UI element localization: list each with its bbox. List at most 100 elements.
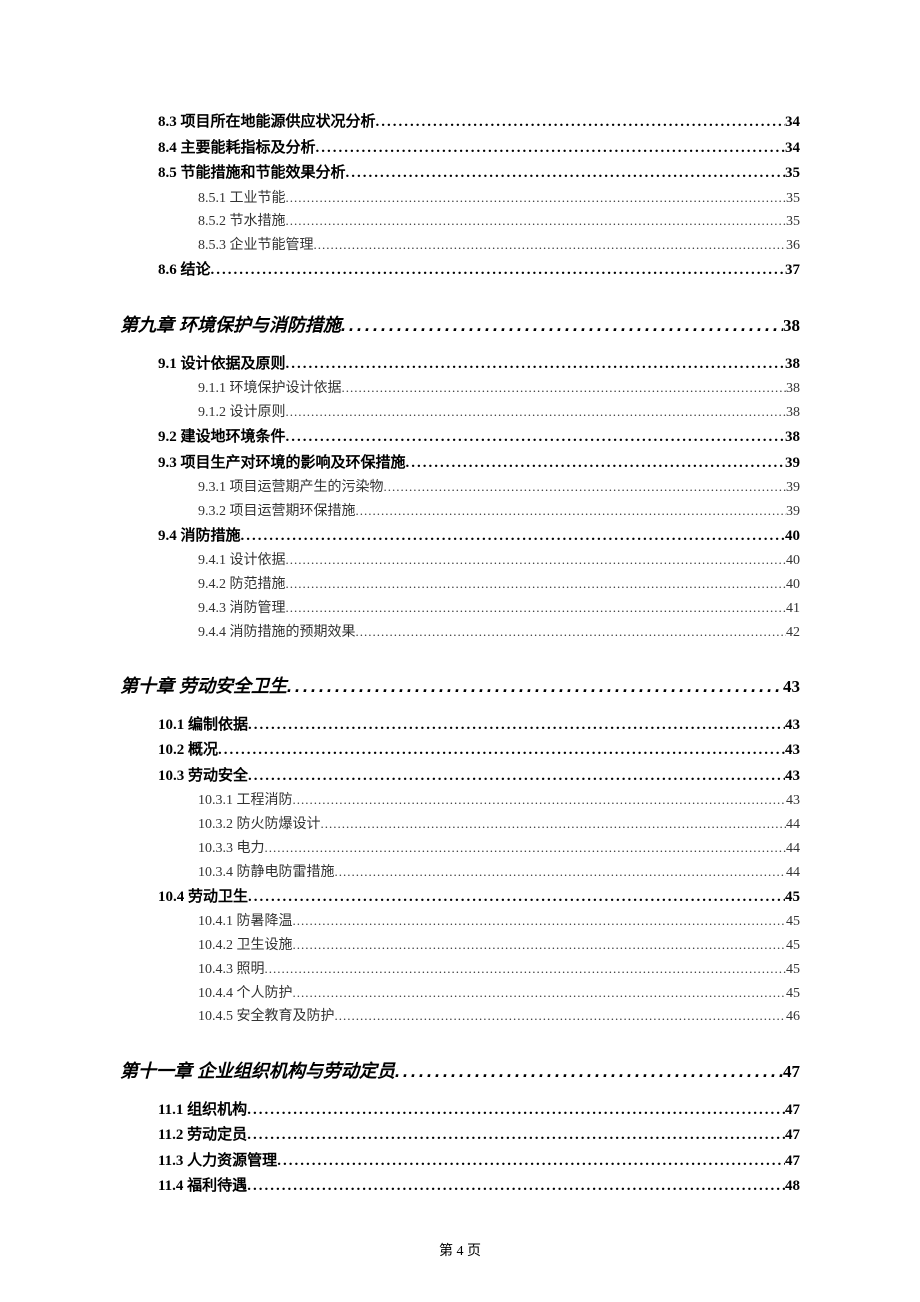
toc-entry-page: 44 [786,813,800,837]
toc-entry-page: 43 [786,789,800,813]
toc-leader-dots: ........................................… [248,764,785,790]
toc-entry: 第十章 劳动安全卫生..............................… [120,670,800,703]
toc-entry-page: 44 [786,861,800,885]
toc-entry: 9.3 项目生产对环境的影响及环保措施.....................… [158,451,800,477]
toc-entry-page: 36 [786,234,800,258]
toc-entry-label: 10.4.4 个人防护 [198,982,293,1006]
toc-entry-label: 8.4 主要能耗指标及分析 [158,136,316,162]
toc-leader-dots: ........................................… [286,549,787,571]
toc-entry-page: 40 [786,573,800,597]
toc-entry-label: 11.2 劳动定员 [158,1123,247,1149]
toc-leader-dots: ........................................… [293,910,787,932]
toc-entry: 9.1.2 设计原则..............................… [198,401,800,425]
toc-entry-label: 9.1.1 环境保护设计依据 [198,377,342,401]
toc-entry-label: 9.3.2 项目运营期环保措施 [198,500,356,524]
toc-entry: 10.4.2 卫生设施.............................… [198,934,800,958]
toc-entry-label: 8.5.3 企业节能管理 [198,234,314,258]
toc-entry: 8.5.2 节水措施..............................… [198,210,800,234]
toc-entry-label: 10.4.2 卫生设施 [198,934,293,958]
toc-entry: 10.4.1 防暑降温.............................… [198,910,800,934]
toc-entry-page: 38 [786,401,800,425]
toc-entry: 9.4.4 消防措施的预期效果.........................… [198,621,800,645]
toc-entry-page: 45 [785,885,800,911]
toc-entry: 9.3.1 项目运营期产生的污染物.......................… [198,476,800,500]
toc-leader-dots: ........................................… [265,837,787,859]
toc-entry-page: 46 [786,1005,800,1029]
toc-leader-dots: ........................................… [277,1149,785,1175]
toc-leader-dots: ........................................… [247,1174,785,1200]
toc-entry-page: 38 [786,377,800,401]
toc-entry-page: 45 [786,910,800,934]
toc-entry-label: 10.4.1 防暑降温 [198,910,293,934]
toc-entry: 9.1.1 环境保护设计依据..........................… [198,377,800,401]
toc-entry-label: 10.3.3 电力 [198,837,265,861]
toc-entry-label: 9.4.2 防范措施 [198,573,286,597]
toc-entry: 10.3.1 工程消防.............................… [198,789,800,813]
toc-entry-page: 47 [785,1098,800,1124]
toc-entry-page: 48 [785,1174,800,1200]
toc-entry-page: 41 [786,597,800,621]
toc-entry-page: 44 [786,837,800,861]
toc-entry: 8.4 主要能耗指标及分析...........................… [158,136,800,162]
toc-entry-page: 43 [785,738,800,764]
toc-leader-dots: ........................................… [287,670,783,702]
toc-entry: 9.4.2 防范措施..............................… [198,573,800,597]
toc-entry-page: 43 [785,713,800,739]
toc-entry-page: 45 [786,958,800,982]
toc-entry-label: 10.4 劳动卫生 [158,885,248,911]
toc-leader-dots: ........................................… [218,738,785,764]
toc-entry-page: 39 [786,500,800,524]
toc-entry-label: 8.3 项目所在地能源供应状况分析 [158,110,376,136]
toc-entry-label: 9.4 消防措施 [158,524,241,550]
toc-entry-label: 10.4.5 安全教育及防护 [198,1005,335,1029]
toc-entry-page: 43 [785,764,800,790]
toc-entry-label: 第十章 劳动安全卫生 [120,670,287,702]
toc-leader-dots: ........................................… [248,885,785,911]
toc-leader-dots: ........................................… [293,934,787,956]
toc-entry: 8.6 结论..................................… [158,258,800,284]
toc-entry: 10.3.2 防火防爆设计...........................… [198,813,800,837]
toc-leader-dots: ........................................… [376,110,785,136]
toc-entry: 10.4.4 个人防护.............................… [198,982,800,1006]
toc-leader-dots: ........................................… [247,1123,785,1149]
toc-entry-label: 8.6 结论 [158,258,211,284]
toc-leader-dots: ........................................… [314,234,787,256]
toc-leader-dots: ........................................… [265,958,787,980]
toc-entry-label: 9.4.4 消防措施的预期效果 [198,621,356,645]
toc-leader-dots: ........................................… [342,377,787,399]
toc-leader-dots: ........................................… [248,713,785,739]
toc-entry-page: 42 [786,621,800,645]
toc-entry-label: 9.1.2 设计原则 [198,401,286,425]
toc-leader-dots: ........................................… [286,210,787,232]
toc-leader-dots: ........................................… [384,476,787,498]
toc-leader-dots: ........................................… [341,309,783,341]
toc-entry: 9.4 消防措施................................… [158,524,800,550]
toc-entry-label: 9.2 建设地环境条件 [158,425,286,451]
toc-leader-dots: ........................................… [395,1055,783,1087]
toc-entry-label: 第十一章 企业组织机构与劳动定员 [120,1055,395,1087]
toc-entry: 9.2 建设地环境条件.............................… [158,425,800,451]
toc-entry: 第九章 环境保护与消防措施...........................… [120,309,800,342]
toc-entry: 10.3.4 防静电防雷措施..........................… [198,861,800,885]
toc-entry: 10.3.3 电力...............................… [198,837,800,861]
toc-entry-page: 38 [783,311,800,342]
toc-entry-page: 35 [785,161,800,187]
toc-leader-dots: ........................................… [356,500,787,522]
toc-entry: 9.1 设计依据及原则.............................… [158,352,800,378]
toc-entry-page: 34 [785,110,800,136]
toc-entry-page: 35 [786,187,800,211]
toc-entry: 9.4.3 消防管理..............................… [198,597,800,621]
toc-entry-page: 37 [785,258,800,284]
toc-entry-label: 10.3 劳动安全 [158,764,248,790]
toc-entry: 9.3.2 项目运营期环保措施.........................… [198,500,800,524]
toc-entry-label: 10.2 概况 [158,738,218,764]
toc-page: 8.3 项目所在地能源供应状况分析.......................… [0,0,920,1260]
toc-entry: 10.4.5 安全教育及防护..........................… [198,1005,800,1029]
toc-entry: 8.5.3 企业节能管理............................… [198,234,800,258]
toc-entry-page: 35 [786,210,800,234]
toc-entry: 第十一章 企业组织机构与劳动定员........................… [120,1055,800,1088]
toc-entry-label: 11.3 人力资源管理 [158,1149,277,1175]
toc-leader-dots: ........................................… [286,401,787,423]
toc-entry-page: 47 [783,1057,800,1088]
toc-leader-dots: ........................................… [211,258,785,284]
